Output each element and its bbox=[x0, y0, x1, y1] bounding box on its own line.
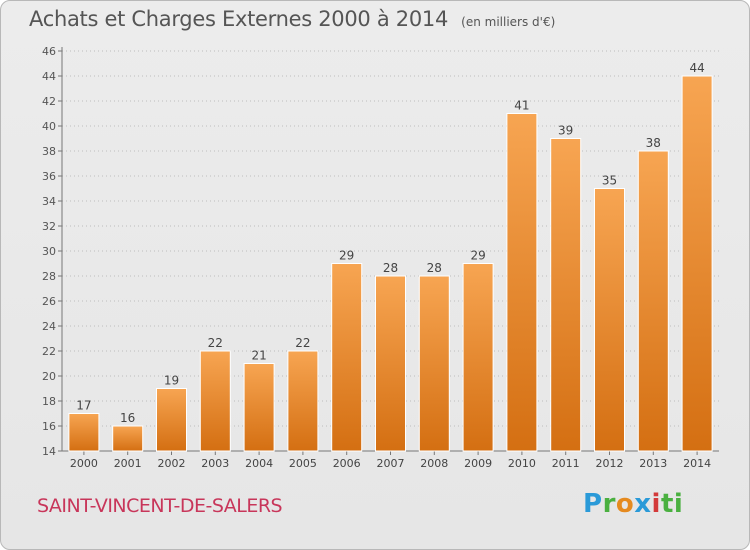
x-tick-label: 2005 bbox=[289, 457, 317, 470]
value-label: 35 bbox=[602, 174, 617, 188]
logo-letter: ti bbox=[660, 489, 684, 519]
x-tick-label: 2013 bbox=[639, 457, 667, 470]
chart-unit: (en milliers d'€) bbox=[461, 15, 556, 29]
bar bbox=[550, 138, 582, 452]
y-tick-label: 28 bbox=[42, 270, 56, 283]
x-tick-labels: 2000 2001 2002 2003 2004 2005 2006 2007 2008 2009… bbox=[70, 457, 711, 470]
x-tick-label: 2001 bbox=[114, 457, 142, 470]
value-label: 22 bbox=[208, 336, 223, 350]
y-tick-label: 20 bbox=[42, 370, 56, 383]
value-label: 17 bbox=[76, 399, 91, 413]
bar bbox=[243, 363, 275, 452]
value-label: 44 bbox=[689, 61, 704, 75]
bar bbox=[594, 188, 625, 452]
y-tick-label: 18 bbox=[42, 395, 56, 408]
logo-letter: o bbox=[615, 489, 635, 519]
x-tick-label: 2008 bbox=[420, 457, 448, 470]
value-label: 16 bbox=[120, 411, 135, 425]
bar bbox=[506, 113, 538, 452]
bar bbox=[68, 413, 100, 452]
value-label: 41 bbox=[514, 99, 529, 113]
bars bbox=[68, 75, 713, 452]
bar bbox=[156, 388, 187, 452]
x-tick-label: 2014 bbox=[683, 457, 711, 470]
value-label: 22 bbox=[295, 336, 310, 350]
logo-letter: i bbox=[651, 489, 661, 519]
y-tick-label: 36 bbox=[42, 170, 56, 183]
y-tick-label: 16 bbox=[42, 420, 56, 433]
bar bbox=[681, 75, 713, 452]
x-tick-label: 2002 bbox=[158, 457, 186, 470]
value-label: 38 bbox=[646, 136, 661, 150]
bar bbox=[287, 350, 319, 452]
bar bbox=[462, 263, 494, 452]
y-tick-label: 14 bbox=[42, 445, 56, 458]
y-tick-label: 34 bbox=[42, 195, 56, 208]
y-tick-label: 42 bbox=[42, 95, 56, 108]
x-tick-label: 2003 bbox=[201, 457, 229, 470]
bar bbox=[637, 150, 669, 452]
bar bbox=[199, 350, 231, 452]
value-label: 29 bbox=[339, 249, 354, 263]
logo-letter: r bbox=[602, 489, 616, 519]
x-tick-label: 2009 bbox=[464, 457, 492, 470]
x-tick-label: 2000 bbox=[70, 457, 98, 470]
x-tick-label: 2010 bbox=[508, 457, 536, 470]
value-label: 28 bbox=[427, 261, 442, 275]
x-tick-label: 2007 bbox=[377, 457, 405, 470]
bar bbox=[375, 275, 406, 452]
y-tick-label: 40 bbox=[42, 120, 56, 133]
bar bbox=[418, 275, 450, 452]
y-tick-label: 32 bbox=[42, 220, 56, 233]
x-tick-label: 2012 bbox=[596, 457, 624, 470]
y-tick-label: 38 bbox=[42, 145, 56, 158]
y-tick-label: 46 bbox=[42, 45, 56, 58]
y-tick-label: 24 bbox=[42, 320, 56, 333]
y-tick-label: 26 bbox=[42, 295, 56, 308]
y-tick-label: 44 bbox=[42, 70, 56, 83]
value-label: 21 bbox=[251, 349, 266, 363]
y-tick-label: 30 bbox=[42, 245, 56, 258]
logo-letter: x bbox=[634, 489, 652, 519]
title-row: Achats et Charges Externes 2000 à 2014 (… bbox=[29, 7, 555, 31]
chart-title: Achats et Charges Externes 2000 à 2014 bbox=[29, 7, 449, 31]
commune-name: SAINT-VINCENT-DE-SALERS bbox=[37, 495, 283, 517]
x-tick-label: 2006 bbox=[333, 457, 361, 470]
y-tick-labels: 14 16 18 20 22 24 26 28 30 32 34 36 38 40 42 44 46 bbox=[42, 45, 56, 458]
value-label: 19 bbox=[164, 374, 179, 388]
value-labels: 17 16 19 22 21 22 29 28 28 29 41 39 35 38 44 bbox=[76, 61, 704, 425]
value-label: 39 bbox=[558, 124, 573, 138]
logo-letter: P bbox=[583, 489, 603, 519]
value-label: 28 bbox=[383, 261, 398, 275]
x-tick-label: 2011 bbox=[552, 457, 580, 470]
x-tick-label: 2004 bbox=[245, 457, 273, 470]
bar bbox=[331, 263, 363, 452]
y-tick-label: 22 bbox=[42, 345, 56, 358]
proxiti-logo[interactable]: Proxiti bbox=[583, 489, 683, 519]
value-label: 29 bbox=[470, 249, 485, 263]
bar bbox=[112, 425, 144, 452]
